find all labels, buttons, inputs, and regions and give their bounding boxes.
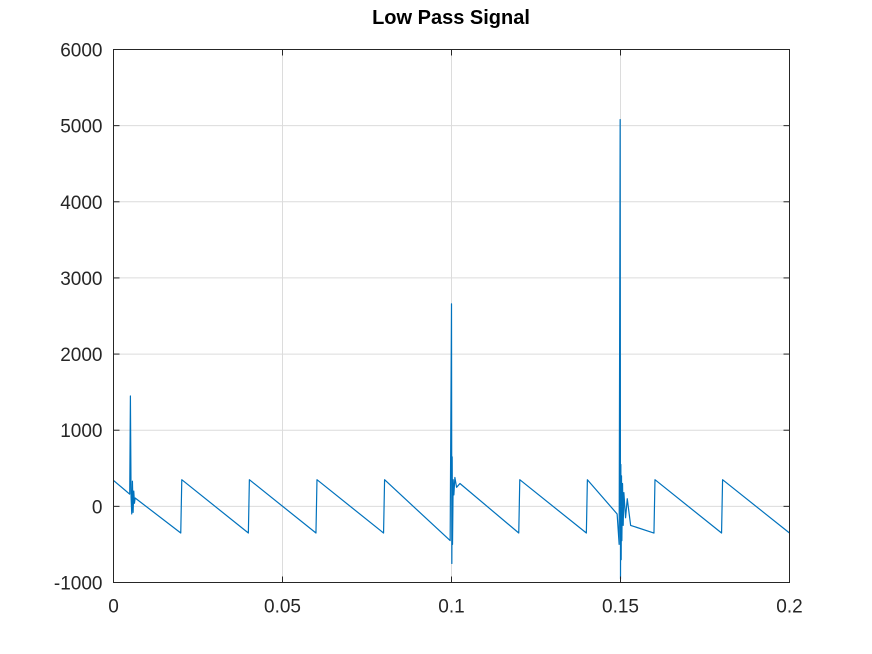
y-tick-label: 1000	[60, 421, 102, 442]
y-tick-label: -1000	[54, 574, 103, 595]
x-tick-label: 0.1	[438, 597, 464, 618]
y-tick-label: 6000	[60, 41, 102, 62]
y-tick-label: 5000	[60, 117, 102, 138]
x-tick-labels: 0 0.05 0.1 0.15 0.2	[108, 597, 803, 618]
y-tick-label: 4000	[60, 193, 102, 214]
chart-title: Low Pass Signal	[372, 7, 530, 29]
y-tick-labels: -1000 0 1000 2000 3000 4000 5000 6000	[54, 41, 103, 595]
y-tick-label: 3000	[60, 269, 102, 290]
x-tick-label: 0	[108, 597, 119, 618]
tick-marks	[113, 49, 790, 583]
y-tick-label: 2000	[60, 345, 102, 366]
plot-series	[113, 118, 790, 580]
y-tick-label: 0	[92, 497, 103, 518]
x-tick-label: 0.2	[776, 597, 802, 618]
series-line-0	[113, 118, 790, 580]
x-tick-label: 0.15	[602, 597, 639, 618]
x-tick-label: 0.05	[264, 597, 301, 618]
